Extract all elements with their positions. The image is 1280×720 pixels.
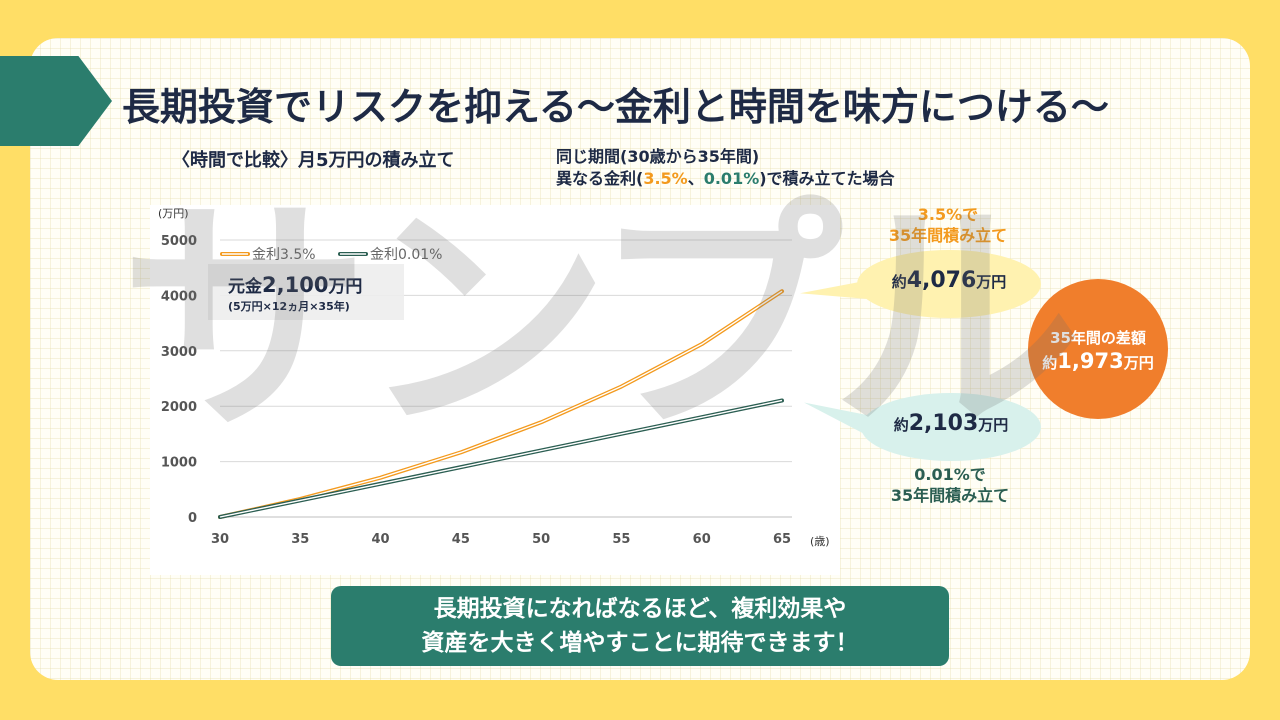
x-tick-label: 40 xyxy=(372,532,390,547)
orange-result-prefix: 約 xyxy=(891,273,907,291)
green-label-line-2: 35年間積み立て xyxy=(890,486,1010,505)
difference-circle: 35年間の差額 約1,973万円 xyxy=(1028,279,1168,419)
series-line-inner-0 xyxy=(219,290,783,518)
condition-post: )で積み立てた場合 xyxy=(759,169,895,188)
orange-result-text: 約4,076万円 xyxy=(857,268,1041,293)
difference-value: 1,973 xyxy=(1057,349,1124,373)
rate-a: 3.5% xyxy=(643,169,688,188)
x-tick-label: 55 xyxy=(612,532,630,547)
principal-prefix: 元金 xyxy=(228,277,262,297)
series-line-0 xyxy=(218,289,784,519)
y-axis-label: (万円) xyxy=(158,207,189,220)
legend-label: 金利0.01% xyxy=(370,247,442,263)
difference-unit: 万円 xyxy=(1123,354,1154,372)
difference-value-text: 約1,973万円 xyxy=(1028,349,1168,373)
condition-line-1: 同じ期間(30歳から35年間) xyxy=(556,147,760,166)
y-tick-label: 4000 xyxy=(161,289,197,304)
x-tick-label: 50 xyxy=(532,532,550,547)
rate-b: 0.01% xyxy=(703,169,760,188)
x-tick-label: 45 xyxy=(452,532,470,547)
chart-subtitle: 〈時間で比較〉月5万円の積み立て xyxy=(172,150,455,171)
principal-box: 元金2,100万円 (5万円×12ヵ月×35年) xyxy=(208,264,404,320)
green-bubble-pointer xyxy=(804,402,876,440)
conclusion-line-2: 資産を大きく増やすことに期待できます！ xyxy=(421,630,859,656)
x-tick-label: 35 xyxy=(291,532,309,547)
y-tick-label: 5000 xyxy=(161,234,197,249)
y-tick-label: 2000 xyxy=(161,400,197,415)
difference-prefix: 約 xyxy=(1042,354,1058,372)
y-tick-label: 0 xyxy=(188,511,197,526)
principal-amount: 2,100 xyxy=(262,273,329,297)
y-tick-label: 1000 xyxy=(161,456,197,471)
green-label-line-1: 0.01%で xyxy=(914,465,986,484)
green-result-value: 2,103 xyxy=(908,411,979,436)
condition-text: 同じ期間(30歳から35年間) 異なる金利(3.5%、0.01%)で積み立てた場… xyxy=(556,146,895,190)
condition-pre: 異なる金利( xyxy=(556,169,644,188)
green-result-prefix: 約 xyxy=(893,416,909,434)
legend-label: 金利3.5% xyxy=(252,247,316,263)
orange-series-label: 3.5%で 35年間積み立て xyxy=(868,204,1028,246)
green-result-unit: 万円 xyxy=(978,416,1009,434)
x-tick-label: 60 xyxy=(693,532,711,547)
principal-main: 元金2,100万円 xyxy=(228,272,362,297)
x-axis-label: (歳) xyxy=(810,535,830,548)
series-line-inner-1 xyxy=(219,399,783,518)
principal-detail: (5万円×12ヵ月×35年) xyxy=(228,300,350,313)
slide-title: 長期投資でリスクを抑える〜金利と時間を味方につける〜 xyxy=(122,85,1109,129)
x-tick-label: 65 xyxy=(773,532,791,547)
green-series-label: 0.01%で 35年間積み立て xyxy=(868,464,1032,506)
orange-result-bubble: 約4,076万円 xyxy=(857,250,1041,318)
difference-label: 35年間の差額 xyxy=(1050,329,1146,347)
green-result-bubble: 約2,103万円 xyxy=(861,393,1041,461)
orange-result-unit: 万円 xyxy=(976,273,1007,291)
conclusion-line-1: 長期投資になればなるほど、複利効果や xyxy=(433,596,847,622)
conclusion-banner: 長期投資になればなるほど、複利効果や 資産を大きく増やすことに期待できます！ xyxy=(331,586,949,666)
x-tick-label: 30 xyxy=(211,532,229,547)
orange-result-value: 4,076 xyxy=(906,268,977,293)
orange-label-line-2: 35年間積み立て xyxy=(888,226,1008,245)
condition-sep: 、 xyxy=(687,169,704,188)
orange-label-line-1: 3.5%で xyxy=(917,205,979,224)
y-tick-label: 3000 xyxy=(161,345,197,360)
principal-unit: 万円 xyxy=(328,277,363,297)
condition-line-2: 異なる金利(3.5%、0.01%)で積み立てた場合 xyxy=(556,168,895,190)
green-result-text: 約2,103万円 xyxy=(861,411,1041,436)
